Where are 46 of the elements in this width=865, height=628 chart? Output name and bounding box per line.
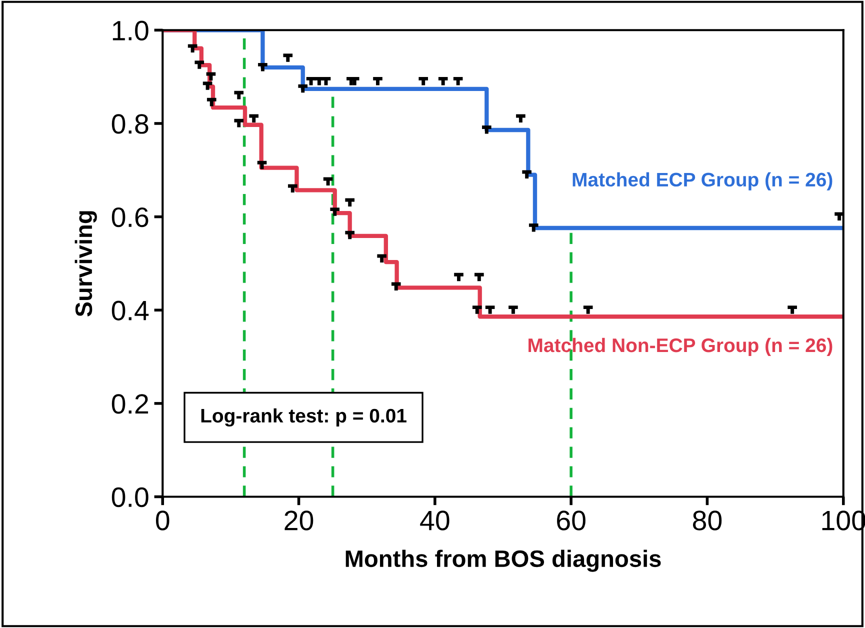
- x-tick-label: 0: [156, 510, 170, 530]
- x-tick-label: 20: [284, 510, 314, 530]
- x-tick-label: 60: [557, 510, 586, 530]
- y-tick-label: 0.0: [112, 487, 148, 508]
- point: [256, 62, 270, 73]
- y-tick-label: 0.2: [112, 394, 148, 414]
- point: [470, 306, 484, 316]
- point: [296, 84, 310, 94]
- point: [514, 114, 528, 124]
- y-tick-label: 0.6: [112, 207, 148, 228]
- y-tick-label: 0.8: [112, 114, 148, 134]
- x-tick-label: 40: [420, 510, 450, 530]
- point: [304, 76, 318, 87]
- point: [375, 254, 388, 264]
- y-axis-title: Surviving: [74, 211, 97, 317]
- point: [343, 198, 356, 208]
- point: [328, 208, 342, 218]
- point: [390, 282, 403, 292]
- point: [472, 272, 486, 283]
- point: [371, 76, 384, 87]
- point: [286, 184, 300, 194]
- series-label: Matched ECP Group (n = 26): [572, 172, 832, 190]
- y-tick-label: 0.4: [112, 300, 149, 320]
- annotation: Log-rank test: p = 0.01: [201, 408, 406, 427]
- point: [436, 76, 450, 87]
- point: [452, 272, 466, 283]
- x-axis-title: Months from BOS diagnosis: [346, 550, 661, 572]
- point: [416, 76, 430, 87]
- point: [527, 223, 540, 234]
- point: [452, 76, 464, 87]
- point: [281, 54, 294, 64]
- series-label: Matched Non-ECP Group (n = 26): [528, 338, 832, 356]
- y-tick-label: 1.0: [112, 20, 148, 40]
- point: [506, 306, 520, 316]
- x-tick-label: 80: [692, 510, 722, 530]
- point: [520, 170, 534, 180]
- point: [343, 230, 356, 241]
- point: [205, 98, 218, 108]
- point: [232, 90, 246, 101]
- point: [480, 125, 494, 136]
- point: [320, 76, 332, 87]
- point: [192, 60, 206, 71]
- point: [256, 160, 268, 171]
- point: [232, 118, 246, 129]
- point: [247, 114, 260, 124]
- point: [786, 306, 799, 316]
